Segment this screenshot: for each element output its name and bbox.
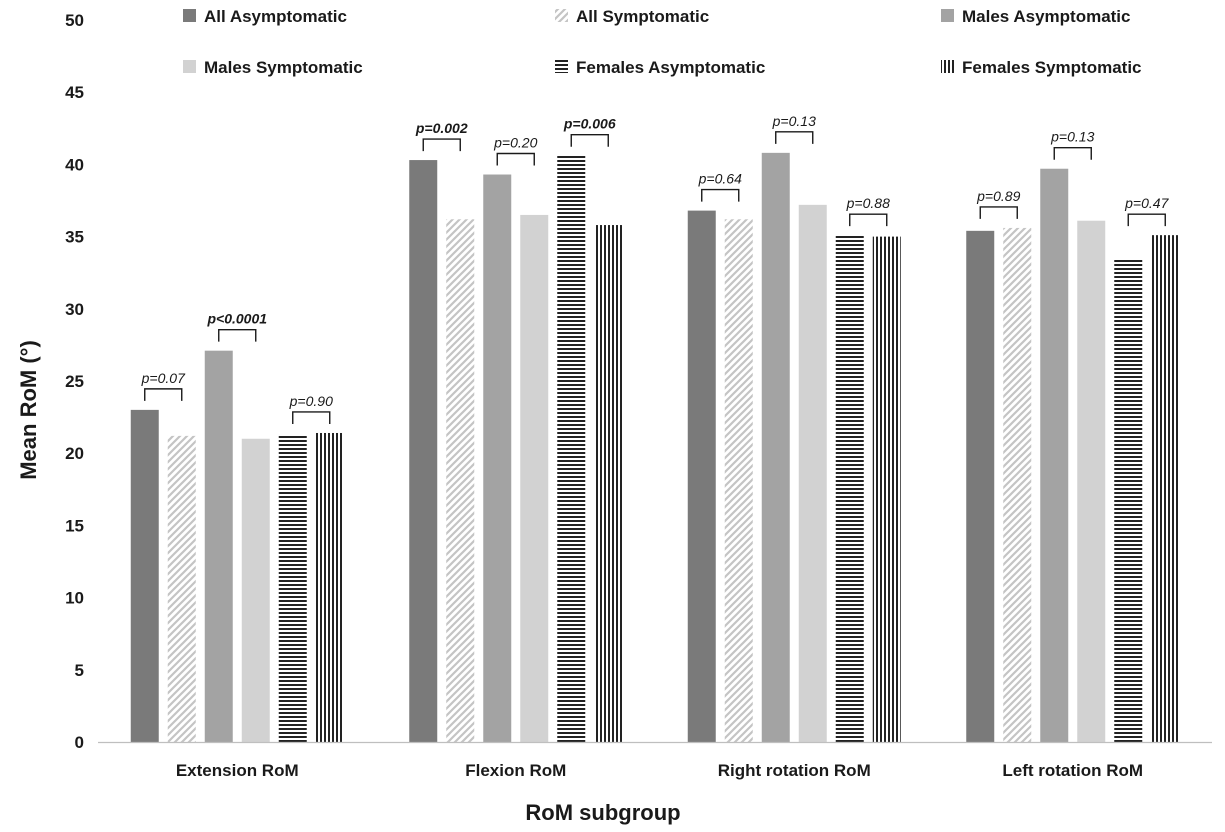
legend: All Asymptomatic All Symptomatic Males Asy… — [183, 7, 1142, 77]
bar — [204, 350, 233, 742]
p-value-annotations: p=0.07 p<0.0001 p=0.90 p=0.002 p=0.20 p=0.006… — [141, 113, 1170, 424]
bar — [315, 432, 344, 742]
bar — [798, 204, 827, 742]
significance-bracket — [422, 138, 461, 152]
y-tick-label: 50 — [65, 11, 84, 30]
bar — [520, 214, 549, 742]
legend-label: Females Symptomatic — [962, 58, 1142, 77]
bar — [483, 174, 512, 742]
bar — [409, 160, 438, 742]
legend-item: All Asymptomatic — [183, 7, 347, 26]
bar — [687, 210, 716, 742]
legend-swatch — [941, 60, 954, 73]
bar — [446, 219, 475, 743]
y-tick-label: 15 — [65, 516, 84, 535]
bar — [1040, 168, 1069, 742]
significance-bracket — [1127, 213, 1166, 227]
significance-bracket — [849, 213, 888, 227]
p-value-label: p=0.47 — [1124, 195, 1169, 211]
y-tick-label: 35 — [65, 228, 84, 247]
y-tick-label: 20 — [65, 444, 84, 463]
p-value-label: p=0.07 — [141, 370, 186, 386]
significance-bracket — [1053, 147, 1092, 160]
legend-item: All Symptomatic — [555, 7, 709, 26]
p-value-label: p=0.20 — [493, 135, 537, 151]
bar — [1077, 220, 1106, 742]
bar — [761, 152, 790, 742]
legend-swatch — [941, 9, 954, 22]
significance-bracket — [701, 188, 740, 202]
significance-bracket — [979, 206, 1018, 219]
p-value-label: p=0.89 — [976, 188, 1020, 204]
x-category-label: Left rotation RoM — [1002, 761, 1143, 780]
y-axis-title: Mean RoM (°) — [16, 340, 41, 480]
bar — [872, 236, 901, 742]
p-value-label: p=0.13 — [1050, 129, 1094, 145]
y-tick-label: 10 — [65, 589, 84, 608]
y-tick-label: 30 — [65, 300, 84, 319]
bar — [724, 219, 753, 743]
legend-item: Females Asymptomatic — [555, 58, 765, 77]
significance-bracket — [292, 411, 331, 424]
p-value-label: p=0.64 — [698, 171, 742, 187]
p-value-label: p=0.88 — [846, 195, 890, 211]
x-category-label: Extension RoM — [176, 761, 299, 780]
y-tick-label: 25 — [65, 372, 84, 391]
significance-bracket — [144, 388, 183, 401]
x-axis: Extension RoM Flexion RoM Right rotation R… — [98, 741, 1212, 780]
significance-bracket — [570, 134, 609, 147]
legend-label: All Asymptomatic — [204, 7, 347, 26]
x-category-label: Flexion RoM — [465, 761, 566, 780]
significance-bracket — [218, 328, 257, 342]
bar — [130, 409, 159, 742]
bars — [130, 152, 1180, 743]
p-value-label: p=0.002 — [415, 120, 468, 136]
legend-swatch — [183, 9, 196, 22]
legend-swatch — [555, 9, 568, 22]
bar — [966, 230, 995, 742]
bar — [835, 235, 864, 742]
bar — [557, 155, 586, 743]
significance-bracket — [775, 131, 814, 144]
p-value-label: p<0.0001 — [206, 311, 267, 327]
legend-label: Females Asymptomatic — [576, 58, 765, 77]
legend-item: Females Symptomatic — [941, 58, 1142, 77]
y-tick-label: 5 — [75, 661, 84, 680]
bar — [1003, 227, 1032, 742]
legend-label: Males Symptomatic — [204, 58, 363, 77]
legend-label: Males Asymptomatic — [962, 7, 1130, 26]
legend-swatch — [555, 60, 568, 73]
p-value-label: p=0.006 — [563, 116, 616, 132]
legend-label: All Symptomatic — [576, 7, 709, 26]
p-value-label: p=0.13 — [772, 113, 816, 129]
bar — [594, 225, 623, 743]
p-value-label: p=0.90 — [289, 393, 333, 409]
x-category-label: Right rotation RoM — [718, 761, 871, 780]
y-axis: 0 5 10 15 20 25 30 35 40 45 50 — [65, 11, 84, 752]
legend-swatch — [183, 60, 196, 73]
bar — [278, 435, 307, 742]
y-tick-label: 0 — [75, 733, 84, 752]
significance-bracket — [496, 152, 535, 166]
y-tick-label: 40 — [65, 155, 84, 174]
bar — [241, 438, 270, 742]
y-tick-label: 45 — [65, 83, 84, 102]
legend-item: Males Asymptomatic — [941, 7, 1130, 26]
bar — [1114, 258, 1143, 742]
x-axis-title: RoM subgroup — [525, 800, 680, 825]
legend-item: Males Symptomatic — [183, 58, 363, 77]
bar — [1151, 235, 1180, 742]
bar — [167, 435, 196, 742]
